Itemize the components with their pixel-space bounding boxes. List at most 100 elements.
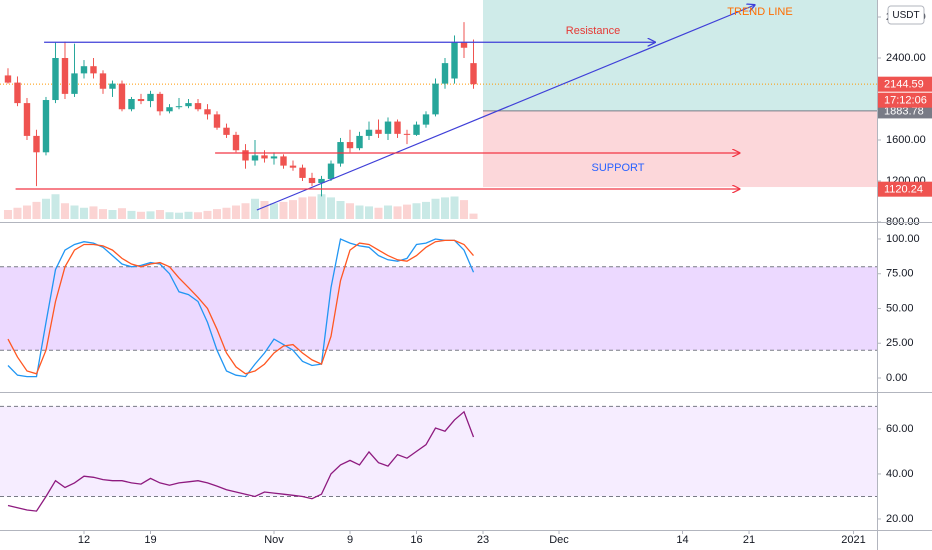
candle-body: [394, 121, 401, 134]
candle-body: [318, 178, 325, 184]
volume-bar: [346, 203, 355, 219]
x-tick-label: 12: [78, 534, 90, 546]
price-label-bg: [878, 181, 932, 197]
x-tick-label: 21: [743, 534, 755, 546]
candle-body: [109, 83, 116, 89]
candle-body: [470, 63, 477, 85]
volume-bar: [60, 203, 69, 219]
candle-body: [327, 163, 335, 179]
price-labels: 2144.59 1883.78 1120.24 17:12:06 USDT: [878, 5, 932, 197]
volume-bar: [298, 197, 307, 219]
volume-bar: [269, 203, 278, 219]
currency: USDT: [892, 10, 919, 21]
price-pane: Resistance TREND LINE SUPPORT: [0, 0, 877, 219]
candle-body: [451, 42, 458, 79]
volume-bar: [32, 201, 41, 219]
volume-bar: [307, 196, 316, 219]
band: [0, 266, 877, 351]
y-tick-label: 60.00: [886, 423, 914, 435]
volume-bar: [165, 212, 174, 219]
candle-body: [128, 98, 135, 110]
candle-body: [166, 107, 173, 112]
volume-bar: [117, 208, 126, 219]
annotation: Resistance: [566, 25, 620, 37]
candle-body: [289, 165, 297, 168]
volume-bar: [184, 211, 193, 219]
candle-body: [61, 57, 69, 94]
candle-body: [460, 42, 468, 48]
x-tick-label: 23: [477, 534, 489, 546]
volume-bar: [260, 201, 269, 219]
y-tick-label: 2400.00: [886, 52, 926, 64]
candle-body: [147, 93, 154, 102]
volume-bar: [174, 212, 183, 219]
x-tick-label: 2021: [841, 534, 865, 546]
candle-body: [33, 135, 40, 153]
candle-body: [14, 82, 21, 104]
candle-body: [90, 66, 97, 74]
x-tick-label: 14: [676, 534, 688, 546]
y-tick-label: 20.00: [886, 513, 914, 525]
candle-body: [365, 129, 373, 136]
volume-bar: [155, 210, 164, 219]
y-tick-label: 75.00: [886, 268, 914, 280]
volume-bar: [212, 209, 221, 219]
y-tick-label: 0.00: [886, 372, 907, 384]
x-tick-label: Nov: [264, 534, 284, 546]
volume-bar: [13, 207, 22, 219]
countdown: 17:12:06: [884, 95, 927, 107]
volume-bar: [441, 197, 450, 219]
zone-box: [483, 110, 877, 188]
volume-bar: [3, 210, 12, 219]
candle-body: [242, 150, 249, 161]
y-tick-label: 40.00: [886, 468, 914, 480]
price-label-bg: [878, 76, 932, 92]
candle-body: [432, 83, 439, 115]
volume-bar: [412, 203, 421, 219]
price-label: 1883.78: [884, 105, 924, 117]
zone-box: [483, 0, 877, 111]
x-tick-label: 16: [410, 534, 422, 546]
drawing-line: [256, 5, 755, 211]
candle-body: [137, 98, 145, 102]
y-tick-label: 100.00: [886, 233, 920, 245]
volume-bar: [98, 209, 107, 219]
rsi-pane: [0, 405, 877, 512]
x-tick-label: 9: [347, 534, 353, 546]
volume-bar: [393, 206, 402, 219]
volume-bar: [327, 197, 336, 219]
candle-body: [80, 66, 88, 74]
candle-body: [204, 109, 211, 115]
volume-bar: [89, 206, 98, 219]
volume-bar: [336, 201, 345, 219]
volume-bar: [146, 211, 155, 219]
price-label: 1120.24: [884, 184, 923, 196]
x-tick-label: 19: [144, 534, 156, 546]
volume-bar: [193, 212, 202, 219]
candle-body: [346, 142, 354, 149]
candle-body: [356, 135, 363, 149]
candle-body: [71, 73, 78, 94]
volume-bar: [288, 200, 297, 219]
candle-body: [270, 156, 278, 159]
volume-bar: [365, 206, 374, 219]
y-tick-label: 25.00: [886, 337, 914, 349]
volume-bar: [374, 207, 383, 219]
y-tick-label: 1600.00: [886, 134, 926, 146]
candle-body: [232, 134, 240, 151]
candle-body: [441, 63, 449, 84]
candle-body: [23, 103, 31, 136]
volume-bar: [41, 198, 50, 219]
volume-bar: [279, 201, 288, 219]
volume-bar: [403, 204, 412, 219]
candle-body: [185, 103, 192, 107]
countdown-bg: [878, 92, 932, 108]
volume-bar: [108, 210, 117, 219]
volume-bar: [222, 207, 231, 219]
candle-body: [403, 133, 411, 135]
y-tick-label: 800.00: [886, 216, 920, 228]
candle-body: [42, 100, 50, 153]
volume-bar: [70, 205, 79, 219]
volume-bar: [241, 203, 250, 219]
